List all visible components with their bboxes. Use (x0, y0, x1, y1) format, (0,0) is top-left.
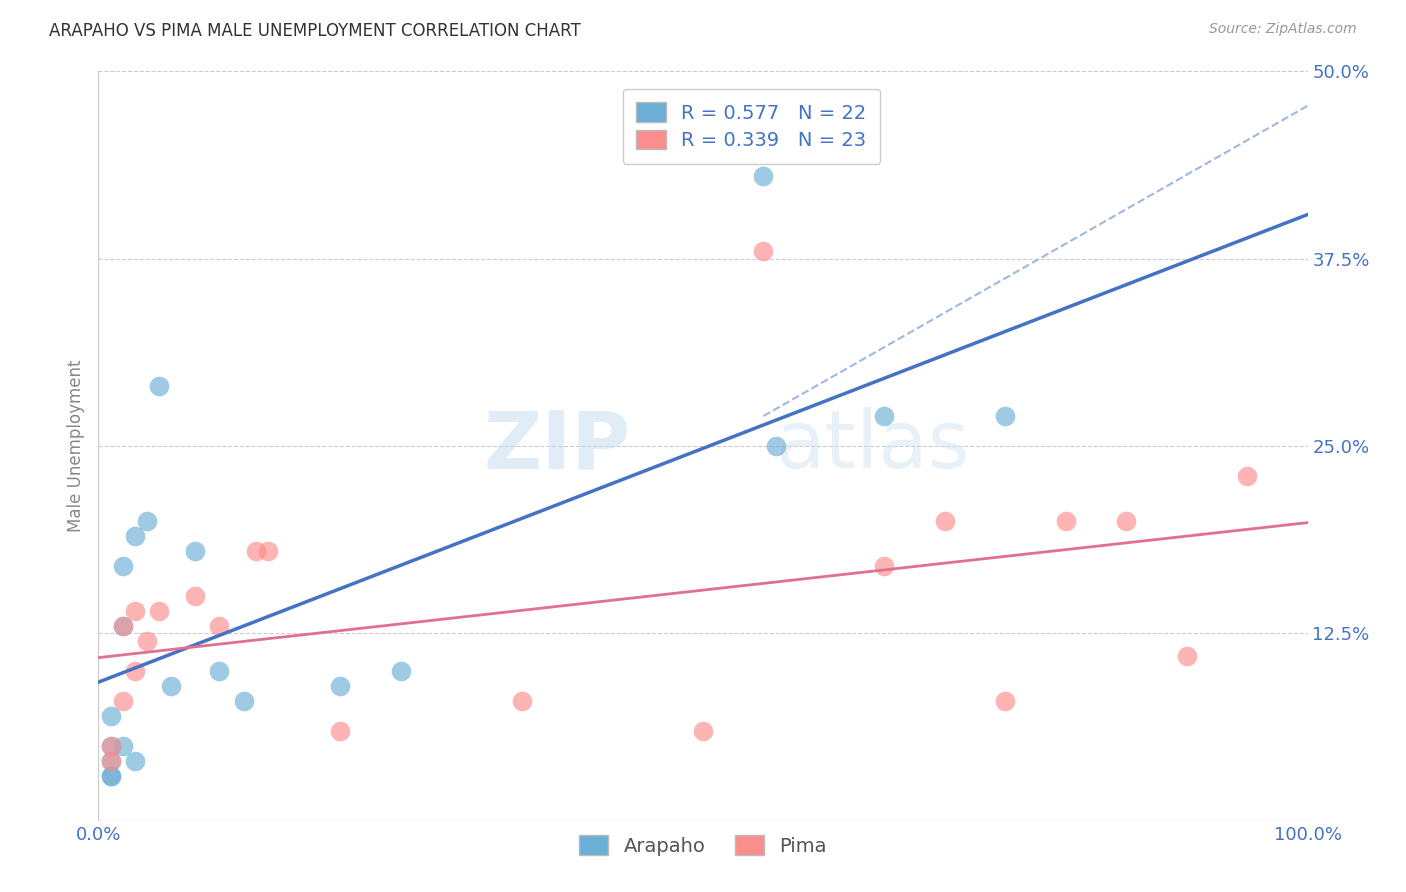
Point (208, 619, 231, 633)
Point (1175, 648, 1198, 663)
Point (510, 694, 533, 708)
Point (184, 589, 207, 603)
Point (184, 544, 207, 558)
Point (692, 723, 714, 738)
Point (111, 619, 134, 633)
Point (329, 723, 352, 738)
Point (752, 244, 775, 259)
Point (100, 739, 122, 753)
Text: atlas: atlas (776, 407, 970, 485)
Point (100, 708, 122, 723)
Point (752, 169, 775, 184)
Point (111, 558, 134, 573)
Text: ARAPAHO VS PIMA MALE UNEMPLOYMENT CORRELATION CHART: ARAPAHO VS PIMA MALE UNEMPLOYMENT CORREL… (49, 22, 581, 40)
Point (100, 754, 122, 768)
Point (124, 754, 146, 768)
Point (100, 769, 122, 783)
Text: Source: ZipAtlas.com: Source: ZipAtlas.com (1209, 22, 1357, 37)
Point (100, 769, 122, 783)
Point (148, 604, 170, 618)
Point (208, 664, 231, 678)
Point (994, 694, 1017, 708)
Point (135, 633, 157, 648)
Point (245, 544, 267, 558)
Y-axis label: Male Unemployment: Male Unemployment (66, 359, 84, 533)
Point (765, 439, 787, 453)
Point (100, 739, 122, 753)
Point (232, 694, 254, 708)
Point (389, 664, 412, 678)
Point (256, 544, 278, 558)
Point (329, 679, 352, 693)
Point (111, 694, 134, 708)
Point (1054, 514, 1077, 528)
Point (111, 739, 134, 753)
Point (124, 529, 146, 543)
Point (124, 604, 146, 618)
Point (873, 409, 896, 423)
Point (160, 679, 183, 693)
Point (100, 754, 122, 768)
Point (135, 514, 157, 528)
Point (1236, 469, 1258, 483)
Point (873, 558, 896, 573)
Point (1115, 514, 1137, 528)
Point (994, 409, 1017, 423)
Point (111, 619, 134, 633)
Legend: Arapaho, Pima: Arapaho, Pima (571, 827, 835, 863)
Point (148, 379, 170, 393)
Text: ZIP: ZIP (484, 407, 630, 485)
Point (124, 664, 146, 678)
Point (934, 514, 956, 528)
